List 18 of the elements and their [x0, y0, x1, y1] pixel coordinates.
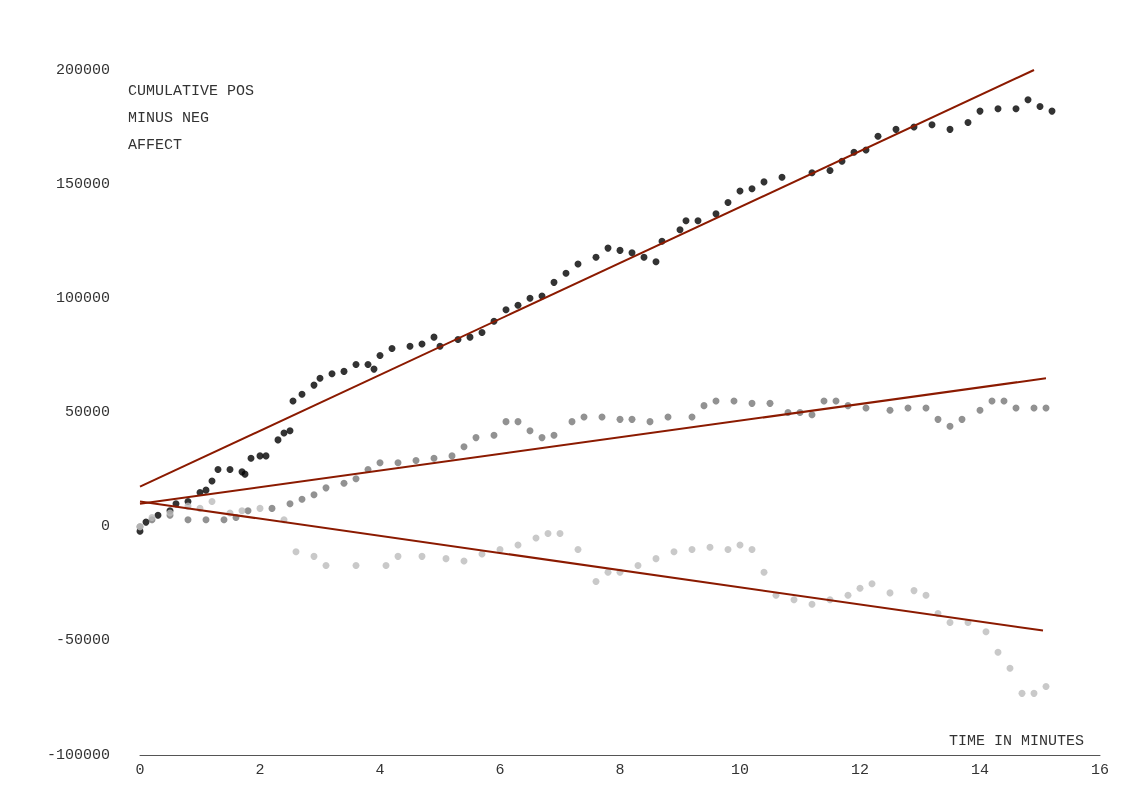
y-tick-label: -100000: [46, 746, 110, 764]
x-tick-label: 8: [615, 762, 625, 779]
x-axis-title: TIME IN MINUTES: [948, 733, 1084, 750]
y-tick-label: 200000: [55, 61, 110, 79]
y-tick-label: 0: [100, 518, 110, 536]
x-tick-label: 14: [970, 762, 990, 779]
x-tick-label: 2: [255, 762, 265, 779]
x-tick-label: 6: [495, 762, 505, 779]
x-tick-label: 10: [730, 762, 750, 779]
y-tick-label: -50000: [55, 632, 110, 650]
y-axis-title: CUMULATIVE POS MINUS NEG AFFECT: [128, 83, 255, 154]
y-tick-label: 50000: [64, 404, 110, 421]
x-tick-label: 12: [850, 762, 870, 779]
y-tick-label: 100000: [55, 289, 110, 307]
x-tick-label: 0: [135, 762, 145, 779]
x-tick-label: 4: [375, 762, 385, 779]
x-tick-label: 16: [1090, 762, 1110, 779]
y-tick-label: 150000: [55, 175, 110, 193]
